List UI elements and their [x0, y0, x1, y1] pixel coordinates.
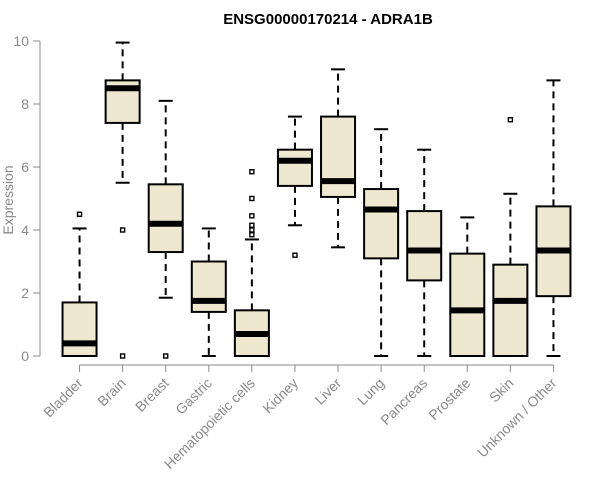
box-body	[406, 210, 443, 282]
outlier-point	[292, 252, 298, 258]
box-body	[61, 301, 98, 358]
box-bladder	[61, 211, 98, 358]
box-breast	[147, 99, 184, 359]
box-pancreas	[406, 148, 443, 357]
y-tick-label: 6	[21, 159, 29, 175]
y-tick-label: 4	[21, 222, 29, 238]
outlier-point	[76, 211, 83, 217]
x-tick-label: Skin	[486, 375, 517, 406]
box-skin	[492, 117, 529, 357]
box-body	[147, 183, 184, 254]
box-unknown-other	[535, 79, 572, 357]
outlier-point	[249, 222, 255, 228]
box-brain	[104, 41, 141, 359]
box-lung	[363, 128, 400, 357]
x-tick-label: Prostate	[425, 375, 473, 423]
y-tick-label: 2	[21, 285, 29, 301]
box-prostate	[449, 216, 486, 357]
x-tick-label: Kidney	[259, 375, 301, 417]
box-body	[190, 260, 227, 313]
box-body	[363, 188, 400, 260]
x-tick-label: Gastric	[172, 375, 215, 418]
x-tick-label: Brain	[94, 375, 128, 409]
box-body	[276, 148, 313, 187]
outlier-point	[249, 195, 255, 202]
box-body	[449, 252, 486, 357]
outlier-point	[249, 169, 255, 175]
y-tick-label: 8	[21, 96, 29, 112]
box-body	[492, 263, 529, 357]
outlier-point	[119, 353, 126, 359]
outlier-point	[249, 232, 255, 238]
outlier-point	[249, 227, 255, 233]
x-tick-label: Bladder	[40, 375, 86, 421]
y-tick-label: 10	[13, 33, 29, 49]
y-axis: 0 2 4 6 8 10	[13, 33, 41, 364]
outlier-point	[507, 117, 514, 123]
x-tick-label: Pancreas	[377, 375, 430, 428]
box-hematopoietic-cells	[233, 169, 270, 358]
x-tick-label: Breast	[132, 375, 172, 415]
box-body	[320, 115, 357, 198]
outlier-point	[249, 213, 255, 219]
outlier-point	[119, 227, 126, 233]
box-gastric	[190, 227, 227, 357]
chart-title: ENSG00000170214 - ADRA1B	[223, 11, 433, 28]
outlier-point	[163, 353, 169, 359]
box-liver	[320, 68, 357, 249]
y-tick-label: 0	[21, 348, 29, 364]
y-axis-title: Expression	[0, 165, 16, 234]
boxes-group	[61, 41, 572, 359]
box-kidney	[276, 115, 313, 258]
x-tick-label: Unknown / Other	[474, 375, 560, 461]
x-tick-label: Lung	[354, 375, 387, 408]
x-tick-label: Liver	[311, 375, 344, 408]
